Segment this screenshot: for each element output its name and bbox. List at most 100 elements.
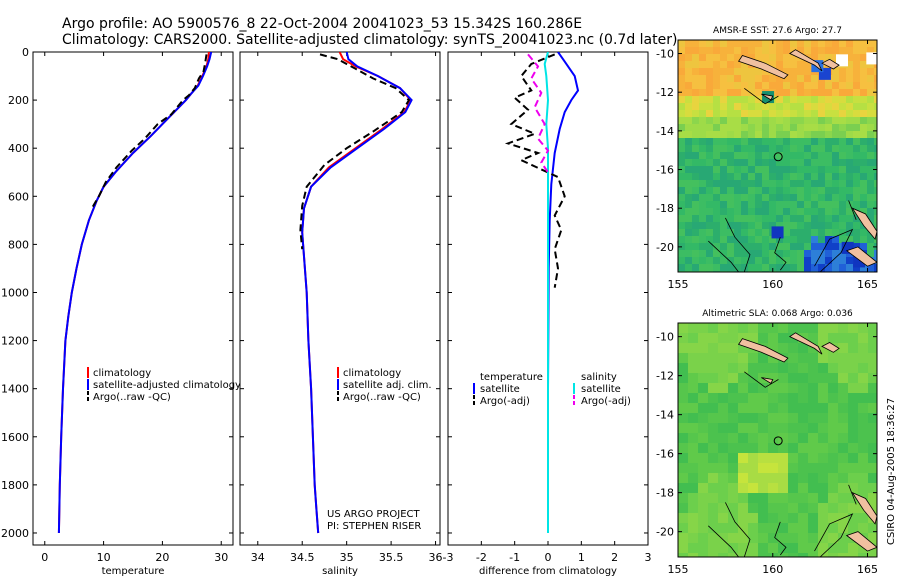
map-cell xyxy=(811,40,818,47)
map-cell xyxy=(692,40,699,47)
map-cell xyxy=(804,215,811,222)
map-cell xyxy=(718,403,728,413)
map-cell xyxy=(678,413,688,423)
map-cell xyxy=(825,208,832,215)
map-cell xyxy=(706,243,713,250)
map-cell xyxy=(846,159,853,166)
map-cell xyxy=(678,159,685,166)
map-cell xyxy=(867,138,874,145)
map-cells xyxy=(678,323,877,557)
map-cell xyxy=(692,124,699,131)
map-cell xyxy=(811,103,818,110)
map-cell xyxy=(874,82,877,89)
map-cell xyxy=(718,493,728,503)
map-cell xyxy=(788,523,798,533)
map-cell xyxy=(778,503,788,513)
map-cell xyxy=(838,403,848,413)
map-cell xyxy=(692,250,699,257)
map-cell xyxy=(769,215,776,222)
map-cell xyxy=(797,89,804,96)
series-line-salinity-argo-adj- xyxy=(527,53,550,173)
map-cell xyxy=(818,110,825,117)
map-cell xyxy=(848,353,858,363)
series-group xyxy=(504,52,580,533)
map-cell xyxy=(748,194,755,201)
map-cell xyxy=(838,343,848,353)
map-cell xyxy=(755,40,762,47)
map-cell xyxy=(818,47,825,54)
map-cell xyxy=(828,443,838,453)
map-cell xyxy=(685,117,692,124)
map-cell xyxy=(776,152,783,159)
map-cell xyxy=(776,47,783,54)
x-tick-label: 36 xyxy=(429,551,443,564)
map-cell xyxy=(762,103,769,110)
map-cell xyxy=(828,353,838,363)
map-cell xyxy=(706,222,713,229)
map-cell xyxy=(858,323,868,333)
map-cell xyxy=(685,194,692,201)
map-cell xyxy=(846,152,853,159)
map-cell xyxy=(713,138,720,145)
map-cell xyxy=(811,89,818,96)
map-cell xyxy=(776,131,783,138)
map-cell xyxy=(832,180,839,187)
map-cell xyxy=(783,208,790,215)
map-cell xyxy=(688,423,698,433)
map-cell xyxy=(832,47,839,54)
map-cell xyxy=(734,173,741,180)
map-cell xyxy=(706,236,713,243)
map-cell xyxy=(688,413,698,423)
map-cell xyxy=(762,180,769,187)
map-cell xyxy=(853,145,860,152)
map-cell xyxy=(797,208,804,215)
map-cell xyxy=(738,463,748,473)
map-cell xyxy=(790,215,797,222)
map-cell xyxy=(755,187,762,194)
x-axis-label: difference from climatology xyxy=(479,566,617,577)
map-cell xyxy=(741,264,748,271)
map-cell xyxy=(797,229,804,236)
map-cell xyxy=(828,493,838,503)
map-cell xyxy=(783,250,790,257)
map-cell xyxy=(692,257,699,264)
map-cell xyxy=(838,383,848,393)
map-cell xyxy=(762,187,769,194)
map-cell xyxy=(748,250,755,257)
map-cell xyxy=(720,229,727,236)
map-cell xyxy=(858,403,868,413)
map-cell xyxy=(755,138,762,145)
map-cell xyxy=(706,82,713,89)
map-cell xyxy=(832,166,839,173)
map-cell xyxy=(738,433,748,443)
map-cell xyxy=(790,250,797,257)
map-cell xyxy=(874,159,877,166)
map-cell xyxy=(776,159,783,166)
map-cell xyxy=(853,264,860,271)
map-cell xyxy=(783,124,790,131)
map-cell xyxy=(741,82,748,89)
map-cell xyxy=(860,103,867,110)
map-cell xyxy=(783,180,790,187)
map-cell xyxy=(727,145,734,152)
map-cell xyxy=(797,96,804,103)
map-cell xyxy=(783,229,790,236)
map-cell xyxy=(818,393,828,403)
map-cell xyxy=(706,250,713,257)
map-cell xyxy=(762,68,769,75)
map-cell xyxy=(846,75,853,82)
map-cell xyxy=(699,236,706,243)
map-cell xyxy=(755,243,762,250)
map-cell xyxy=(741,117,748,124)
map-cell xyxy=(688,403,698,413)
plot-frame xyxy=(32,51,234,546)
map-cell xyxy=(727,236,734,243)
map-cell xyxy=(848,383,858,393)
map-cell xyxy=(874,110,877,117)
map-cell xyxy=(846,61,853,68)
map-cell xyxy=(720,117,727,124)
map-cell xyxy=(825,159,832,166)
map-cell xyxy=(708,443,718,453)
map-cell xyxy=(825,124,832,131)
map-cell xyxy=(846,229,853,236)
